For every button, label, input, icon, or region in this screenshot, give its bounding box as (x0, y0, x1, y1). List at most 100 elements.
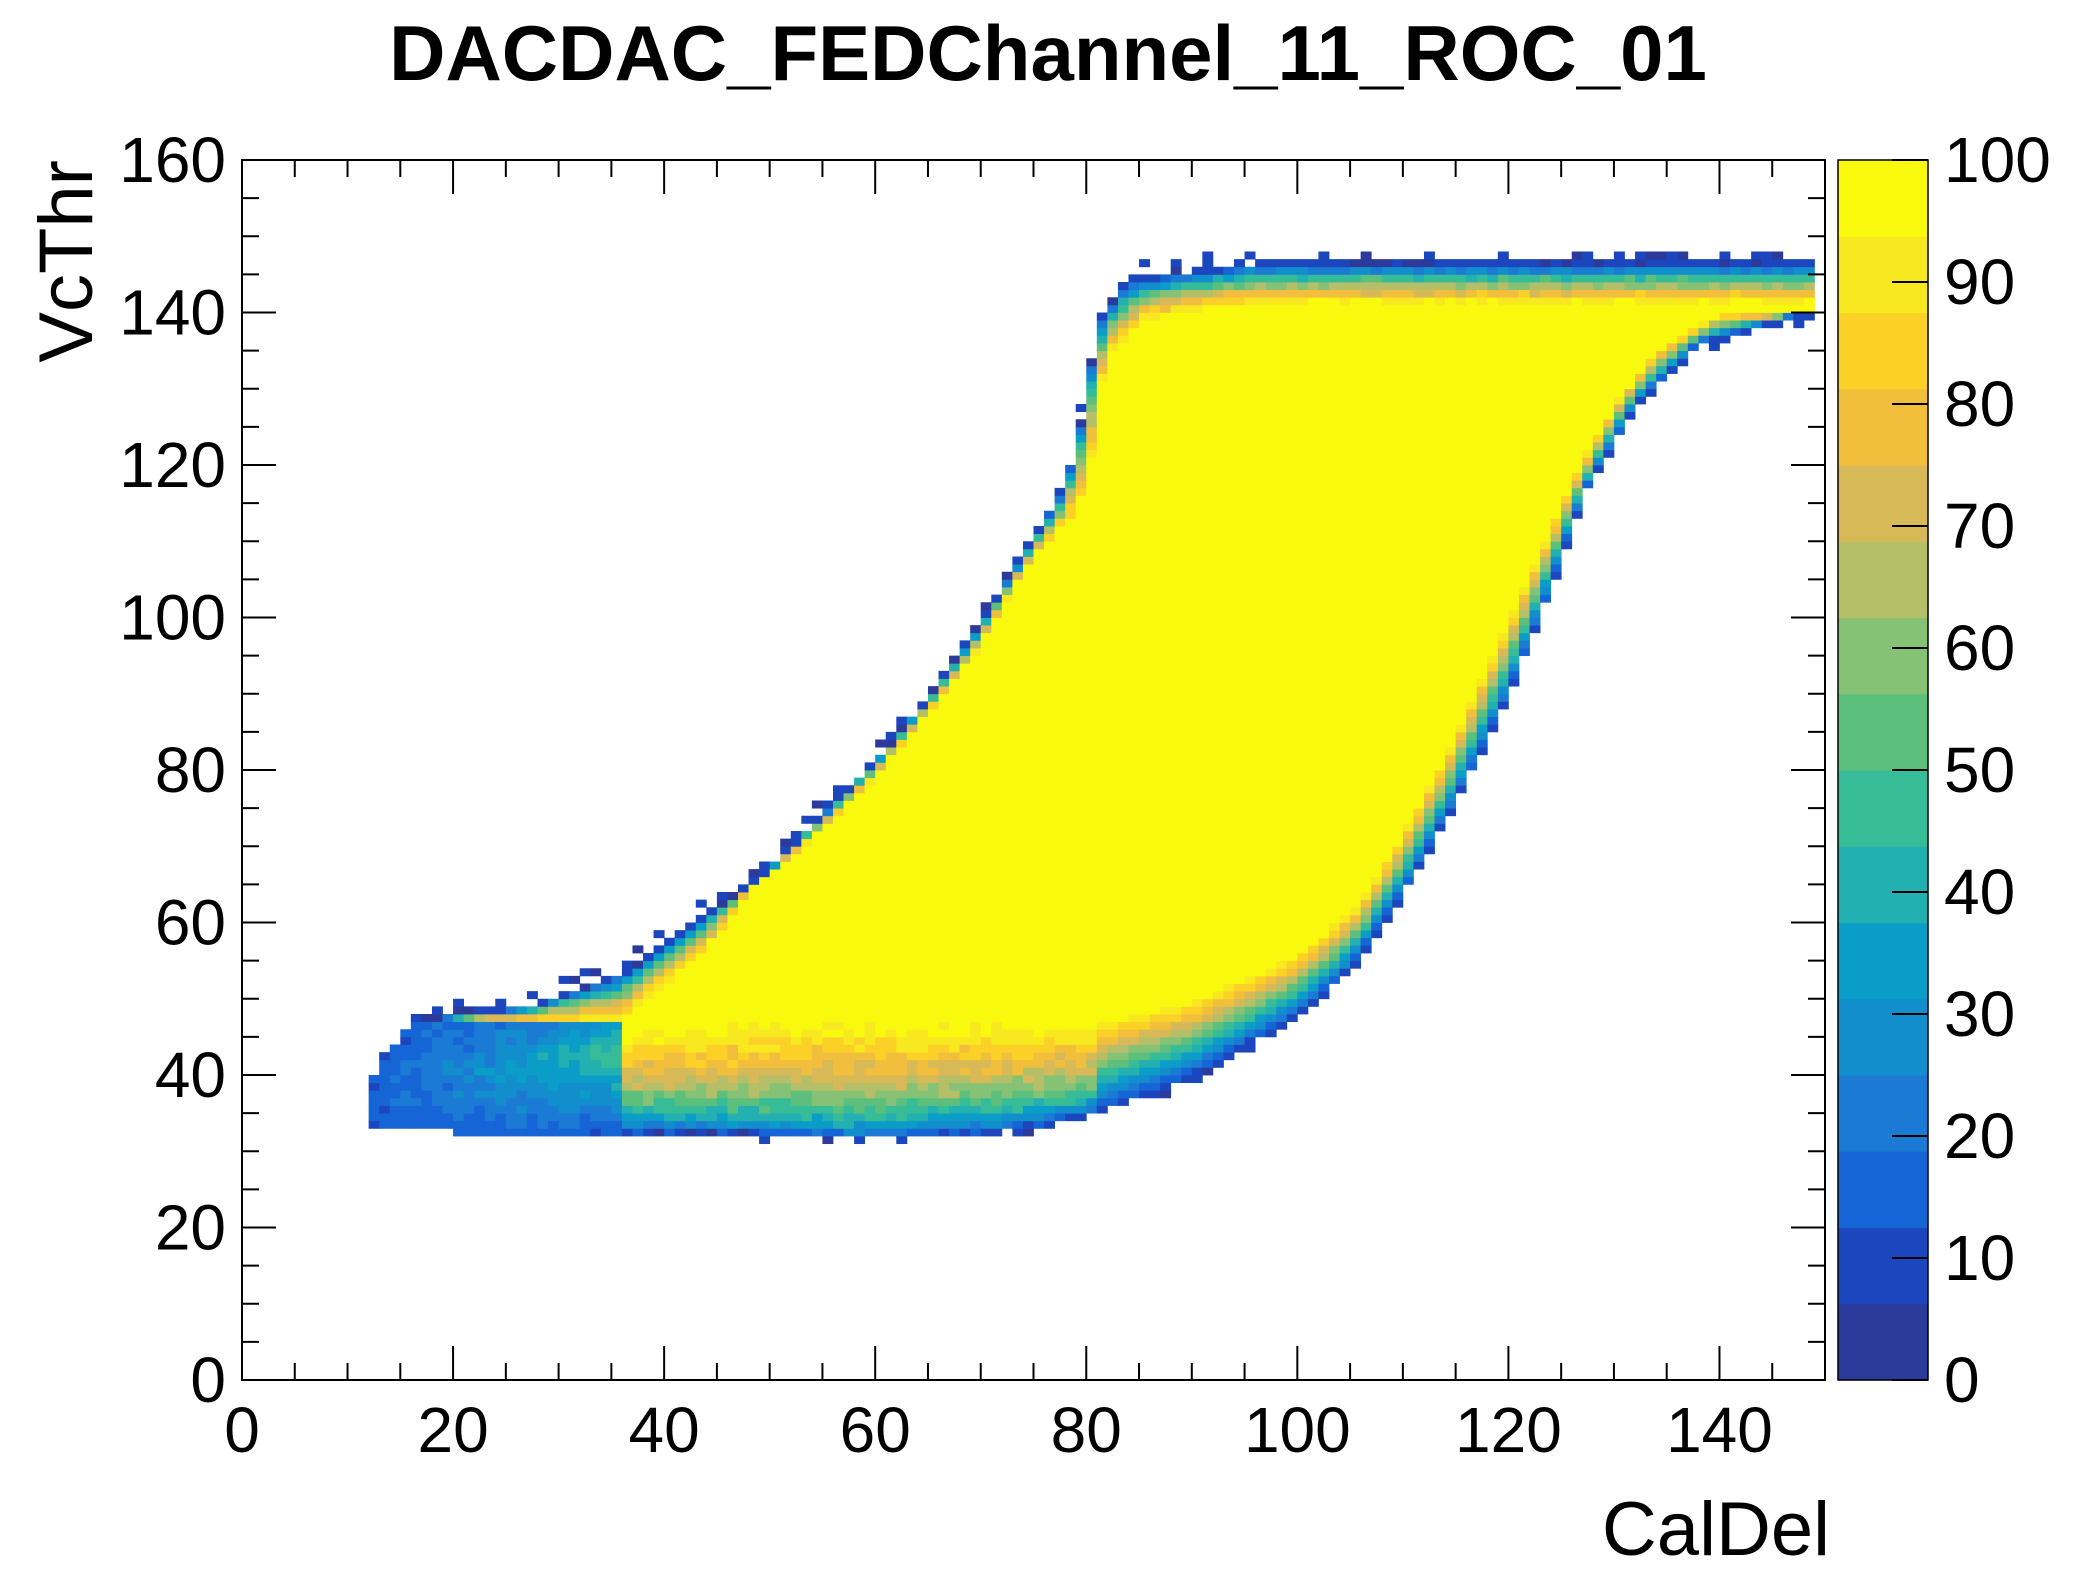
heatmap-cell (959, 892, 971, 901)
heatmap-cell (1181, 526, 1193, 535)
heatmap-cell (1033, 1059, 1045, 1068)
heatmap-cell (1276, 350, 1288, 359)
heatmap-cell (1044, 785, 1055, 794)
heatmap-cell (1033, 777, 1045, 786)
heatmap-cell (1244, 770, 1256, 779)
heatmap-cell (579, 1075, 591, 1084)
heatmap-cell (590, 1006, 602, 1015)
heatmap-cell (970, 823, 982, 832)
heatmap-cell (1001, 1113, 1013, 1122)
heatmap-cell (1276, 693, 1288, 702)
heatmap-cell (970, 960, 982, 969)
heatmap-cell (664, 1044, 676, 1053)
heatmap-cell (1297, 937, 1309, 946)
heatmap-cell (495, 1052, 507, 1061)
heatmap-cell (885, 960, 897, 969)
heatmap-cell (1128, 968, 1140, 977)
heatmap-cell (1160, 1014, 1172, 1023)
heatmap-cell (864, 914, 876, 923)
heatmap-cell (1255, 434, 1267, 443)
heatmap-cell (1139, 716, 1150, 725)
heatmap-cell (1160, 419, 1172, 428)
heatmap-cell (421, 1014, 433, 1023)
heatmap-cell (1139, 587, 1150, 596)
heatmap-cell (1160, 709, 1172, 718)
heatmap-cell (1117, 1014, 1129, 1023)
heatmap-cell (906, 846, 918, 855)
heatmap-cell (1265, 625, 1277, 634)
heatmap-cell (1012, 686, 1024, 695)
heatmap-cell (790, 1059, 802, 1068)
heatmap-cell (600, 1006, 612, 1015)
heatmap-cell (1044, 861, 1055, 870)
heatmap-cell (621, 1059, 633, 1068)
heatmap-cell (980, 731, 992, 740)
heatmap-cell (400, 1036, 412, 1045)
heatmap-cell (811, 846, 823, 855)
heatmap-cell (1033, 892, 1045, 901)
heatmap-cell (1001, 975, 1013, 984)
heatmap-cell (1117, 632, 1129, 641)
heatmap-cell (1075, 556, 1087, 565)
heatmap-cell (854, 1097, 866, 1106)
heatmap-cell (1265, 594, 1277, 603)
heatmap-cell (716, 998, 728, 1007)
heatmap-cell (505, 1059, 517, 1068)
heatmap-cell (854, 1029, 866, 1038)
heatmap-cell (1170, 632, 1182, 641)
heatmap-cell (1255, 792, 1267, 801)
heatmap-cell (896, 815, 908, 824)
heatmap-cell (1234, 480, 1245, 489)
heatmap-cell (579, 968, 591, 977)
heatmap-cell (1170, 800, 1182, 809)
heatmap-cell (621, 991, 633, 1000)
heatmap-cell (885, 991, 897, 1000)
heatmap-cell (1202, 510, 1214, 519)
heatmap-cell (526, 1075, 538, 1084)
heatmap-cell (959, 1113, 971, 1122)
heatmap-cell (1012, 625, 1024, 634)
heatmap-cell (1286, 266, 1298, 275)
heatmap-cell (854, 1067, 866, 1076)
heatmap-cell (980, 716, 992, 725)
heatmap-cell (1276, 480, 1288, 489)
heatmap-cell (854, 1075, 866, 1084)
heatmap-cell (653, 953, 665, 962)
heatmap-cell (611, 1036, 623, 1045)
heatmap-cell (653, 1097, 665, 1106)
heatmap-cell (1128, 693, 1140, 702)
heatmap-cell (674, 937, 686, 946)
heatmap-cell (537, 1120, 549, 1129)
heatmap-cell (1234, 434, 1245, 443)
heatmap-cell (1128, 487, 1140, 496)
heatmap-cell (653, 1113, 665, 1122)
heatmap-cell (1212, 655, 1224, 664)
heatmap-cell (621, 1036, 633, 1045)
heatmap-cell (780, 1075, 792, 1084)
heatmap-cell (664, 1097, 676, 1106)
heatmap-cell (1149, 884, 1161, 893)
heatmap-cell (1234, 709, 1245, 718)
heatmap-cell (1065, 792, 1077, 801)
heatmap-cell (590, 1082, 602, 1091)
heatmap-cell (1096, 579, 1108, 588)
heatmap-cell (1044, 914, 1055, 923)
heatmap-cell (1086, 869, 1098, 878)
heatmap-cell (1255, 739, 1267, 748)
heatmap-cell (759, 937, 771, 946)
heatmap-cell (927, 1006, 939, 1015)
heatmap-cell (875, 937, 887, 946)
heatmap-cell (1001, 1059, 1013, 1068)
heatmap-cell (1234, 831, 1245, 840)
heatmap-cell (1096, 808, 1108, 817)
heatmap-cell (1255, 747, 1267, 756)
heatmap-cell (801, 1128, 813, 1137)
heatmap-cell (1170, 320, 1182, 329)
heatmap-cell (569, 1128, 581, 1137)
heatmap-cell (1202, 1014, 1214, 1023)
heatmap-cell (463, 1006, 475, 1015)
heatmap-cell (759, 914, 771, 923)
heatmap-cell (706, 1128, 718, 1137)
heatmap-cell (927, 846, 939, 855)
heatmap-cell (1065, 1067, 1077, 1076)
